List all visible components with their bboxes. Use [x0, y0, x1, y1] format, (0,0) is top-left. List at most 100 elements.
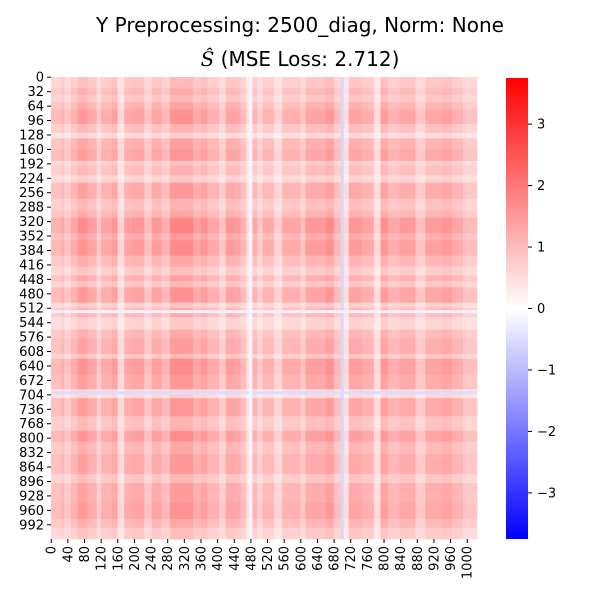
- heatmap-cell: [342, 198, 350, 211]
- heatmap-cell: [161, 95, 171, 103]
- heatmap-cell: [131, 198, 145, 211]
- heatmap-cell: [425, 287, 443, 303]
- heatmap-cell: [380, 275, 389, 282]
- heatmap-cell: [442, 233, 453, 241]
- heatmap-cell: [144, 102, 153, 110]
- heatmap-cell: [452, 165, 464, 176]
- heatmap-cell: [373, 519, 381, 529]
- heatmap-cell: [300, 483, 306, 504]
- heatmap-cell: [362, 317, 375, 331]
- heatmap-cell: [100, 338, 113, 355]
- heatmap-cell: [70, 280, 79, 288]
- heatmap-cell: [442, 474, 453, 484]
- heatmap-cell: [100, 329, 113, 340]
- heatmap-cell: [257, 398, 263, 417]
- heatmap-cell: [193, 317, 202, 331]
- heatmap-cell: [387, 160, 401, 166]
- heatmap-cell: [77, 149, 89, 162]
- heatmap-cell: [96, 266, 102, 276]
- heatmap-cell: [380, 165, 389, 176]
- heatmap-cell: [325, 123, 335, 134]
- heatmap-cell: [342, 275, 350, 282]
- heatmap-cell: [124, 354, 133, 359]
- heatmap-cell: [169, 165, 194, 176]
- heatmap-cell: [415, 210, 426, 219]
- heatmap-cell: [415, 358, 426, 376]
- heatmap-cell: [252, 210, 258, 219]
- heatmap-cell: [282, 165, 301, 176]
- heatmap-cell: [96, 302, 102, 309]
- heatmap-cell: [225, 338, 235, 355]
- heatmap-cell: [399, 454, 416, 475]
- x-tick-label: 200: [128, 546, 143, 571]
- heatmap-cell: [87, 175, 98, 183]
- heatmap-cell: [96, 165, 102, 176]
- heatmap-cell: [262, 474, 275, 484]
- heatmap-cell: [373, 483, 381, 504]
- heatmap-cell: [124, 374, 133, 390]
- heatmap-cell: [234, 160, 242, 166]
- heatmap-cell: [234, 266, 242, 276]
- heatmap-cell: [193, 266, 202, 276]
- heatmap-cell: [111, 280, 118, 288]
- heatmap-cell: [144, 416, 153, 432]
- heatmap-cell: [462, 175, 478, 183]
- heatmap-cell: [219, 454, 227, 475]
- heatmap-cell: [252, 528, 258, 540]
- heatmap-cell: [193, 87, 202, 96]
- heatmap-cell: [240, 240, 247, 257]
- heatmap-cell: [387, 240, 401, 257]
- heatmap-cell: [64, 358, 72, 376]
- heatmap-cell: [305, 338, 326, 355]
- heatmap-cell: [348, 175, 363, 183]
- heatmap-cell: [161, 87, 171, 96]
- heatmap-cell: [207, 287, 220, 303]
- heatmap-cell: [77, 358, 89, 376]
- y-tick-label: 480: [19, 287, 44, 302]
- heatmap-cell: [442, 182, 453, 200]
- heatmap-cell: [234, 280, 242, 288]
- heatmap-cell: [151, 430, 163, 442]
- heatmap-cell: [225, 483, 235, 504]
- heatmap-cell: [305, 474, 326, 484]
- heatmap-cell: [282, 483, 301, 504]
- heatmap-cell: [131, 109, 145, 125]
- heatmap-cell: [219, 109, 227, 125]
- heatmap-cell: [161, 123, 171, 134]
- heatmap-cell: [207, 266, 220, 276]
- heatmap-cell: [415, 109, 426, 125]
- heatmap-cell: [200, 474, 208, 484]
- heatmap-cell: [124, 240, 133, 257]
- y-tick-label: 256: [19, 186, 44, 201]
- y-tick-label: 704: [19, 388, 44, 403]
- heatmap-cell: [169, 233, 194, 241]
- heatmap-cell: [234, 275, 242, 282]
- heatmap-cell: [151, 266, 163, 276]
- heatmap-cell: [87, 358, 98, 376]
- heatmap-cell: [60, 210, 65, 219]
- heatmap-cell: [87, 317, 98, 331]
- heatmap-cell: [333, 138, 343, 150]
- heatmap-cell: [415, 87, 426, 96]
- heatmap-cell: [257, 165, 263, 176]
- heatmap-cell: [425, 430, 443, 442]
- heatmap-cell: [77, 302, 89, 309]
- heatmap-cell: [325, 77, 335, 89]
- heatmap-cell: [111, 358, 118, 376]
- heatmap-cell: [169, 374, 194, 390]
- heatmap-cell: [193, 483, 202, 504]
- heatmap-cell: [425, 302, 443, 309]
- heatmap-cell: [425, 454, 443, 475]
- heatmap-cell: [219, 528, 227, 540]
- x-tick-label: 600: [294, 546, 309, 571]
- heatmap-cell: [387, 275, 401, 282]
- heatmap-cell: [225, 210, 235, 219]
- heatmap-cell: [225, 77, 235, 89]
- heatmap-cell: [252, 132, 258, 139]
- heatmap-cell: [387, 398, 401, 417]
- heatmap-cell: [144, 474, 153, 484]
- heatmap-cell: [161, 132, 171, 139]
- heatmap-cell: [399, 77, 416, 89]
- heatmap-cell: [415, 77, 426, 89]
